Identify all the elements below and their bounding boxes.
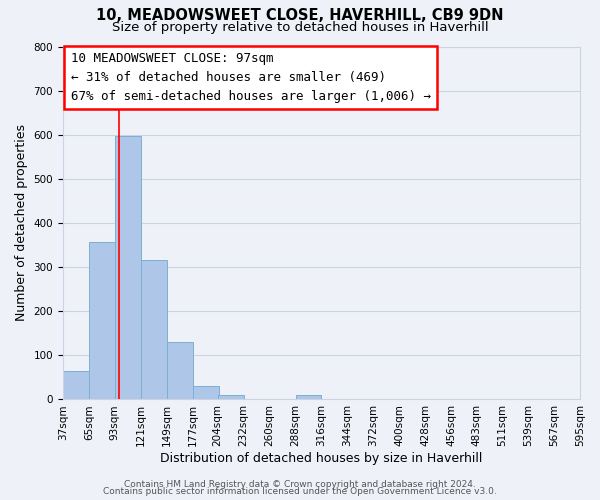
Bar <box>218 395 244 400</box>
Bar <box>115 136 141 400</box>
Text: Size of property relative to detached houses in Haverhill: Size of property relative to detached ho… <box>112 22 488 35</box>
Bar <box>63 371 89 400</box>
Text: 10 MEADOWSWEET CLOSE: 97sqm
← 31% of detached houses are smaller (469)
67% of se: 10 MEADOWSWEET CLOSE: 97sqm ← 31% of det… <box>71 52 431 103</box>
Bar <box>167 342 193 400</box>
Text: Contains HM Land Registry data © Crown copyright and database right 2024.: Contains HM Land Registry data © Crown c… <box>124 480 476 489</box>
Text: 10, MEADOWSWEET CLOSE, HAVERHILL, CB9 9DN: 10, MEADOWSWEET CLOSE, HAVERHILL, CB9 9D… <box>96 8 504 22</box>
Text: Contains public sector information licensed under the Open Government Licence v3: Contains public sector information licen… <box>103 487 497 496</box>
Bar <box>141 260 167 400</box>
Y-axis label: Number of detached properties: Number of detached properties <box>15 124 28 322</box>
Bar <box>296 395 322 400</box>
X-axis label: Distribution of detached houses by size in Haverhill: Distribution of detached houses by size … <box>160 452 482 465</box>
Bar <box>89 242 115 400</box>
Bar <box>193 386 218 400</box>
